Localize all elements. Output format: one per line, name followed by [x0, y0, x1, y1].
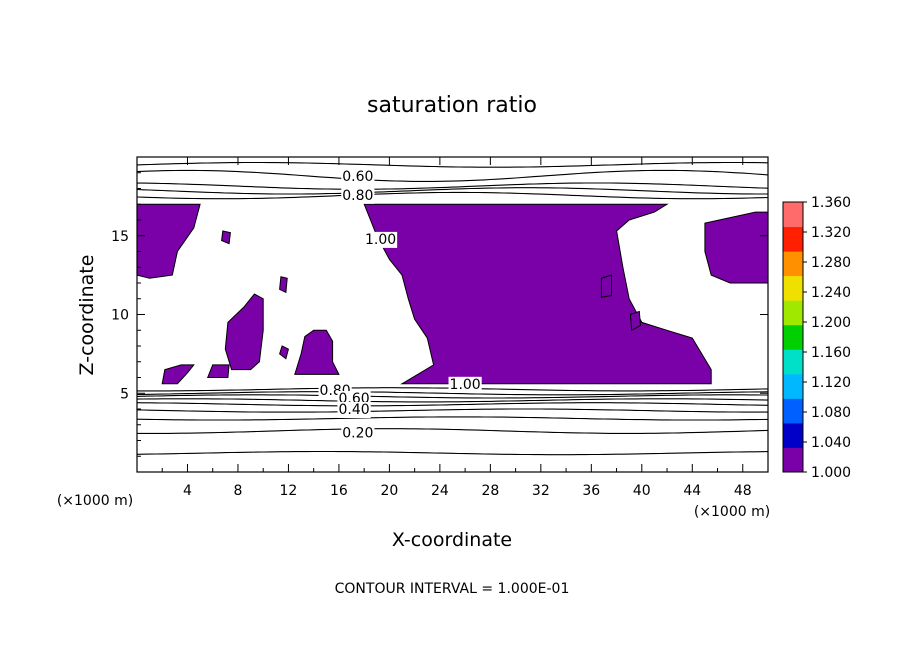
region-4	[224, 293, 264, 371]
contour-label-bg-7	[337, 402, 371, 418]
region-6	[161, 364, 195, 385]
contour-label-3: 1.00	[365, 232, 396, 248]
x-tick-label-40: 40	[633, 483, 651, 499]
x-tick-label-48: 48	[734, 483, 752, 499]
contour-lines	[137, 161, 768, 456]
region-3	[704, 211, 768, 284]
contour-label-bg-4	[448, 376, 482, 393]
x-axis-ticks: 4 8 12 16 20 24 28 32 36 40 44 48	[161, 157, 752, 499]
contour-label-7: 0.40	[338, 402, 369, 418]
region-11	[629, 310, 642, 332]
x-tick-label-28: 28	[481, 483, 499, 499]
colorbar-band-1	[783, 447, 803, 473]
contour-label-bg-2	[341, 187, 375, 204]
colorbar-band-6	[783, 324, 803, 350]
contour-line-3	[137, 182, 768, 190]
contour-line-14	[137, 450, 768, 456]
colorbar-band-5	[783, 349, 803, 375]
colorbar-label: 1.160	[811, 345, 851, 361]
colorbar-band-8	[783, 275, 803, 301]
contour-line-1	[137, 161, 768, 168]
contour-interval-note: CONTOUR INTERVAL = 1.000E-01	[335, 581, 570, 597]
region-12	[279, 345, 289, 360]
colorbar-label: 1.280	[811, 255, 851, 271]
region-5	[294, 329, 340, 375]
colorbar-label: 1.320	[811, 225, 851, 241]
contour-label-4: 1.00	[450, 377, 481, 393]
colorbar-label: 1.000	[811, 465, 851, 481]
x-tick-label-36: 36	[582, 483, 600, 499]
contour-line-11	[137, 408, 768, 413]
y-tick-label-15: 15	[111, 229, 129, 245]
contour-label-1: 0.60	[342, 169, 373, 185]
contour-label-2: 0.80	[342, 188, 373, 204]
colorbar-label: 1.200	[811, 315, 851, 331]
contour-label-bg-8	[341, 425, 375, 442]
contour-line-2	[137, 169, 768, 182]
x-tick-label-32: 32	[532, 483, 550, 499]
contour-line-7	[137, 391, 768, 396]
region-8	[279, 276, 288, 294]
colorbar-label: 1.120	[811, 375, 851, 391]
contour-line-4	[137, 187, 768, 195]
y-tick-label-5: 5	[120, 386, 129, 402]
x-tick-label-24: 24	[431, 483, 449, 499]
colorbar-band-10	[783, 226, 803, 252]
x-axis-label: X-coordinate	[392, 529, 512, 551]
colorbar-frame	[782, 201, 804, 473]
colorbar-label: 1.040	[811, 435, 851, 451]
colorbar-band-2	[783, 422, 803, 448]
colorbar-label: 1.080	[811, 405, 851, 421]
colorbar-label: 1.360	[811, 195, 851, 211]
contour-line-5	[137, 191, 768, 200]
colorbar-band-9	[783, 251, 803, 277]
colorbar-band-11	[783, 202, 803, 228]
colorbar-band-3	[783, 398, 803, 424]
region-1	[137, 203, 201, 279]
x-tick-label-20: 20	[380, 483, 398, 499]
x-tick-label-4: 4	[183, 483, 192, 499]
chart-title: saturation ratio	[367, 93, 537, 118]
colorbar-label: 1.240	[811, 285, 851, 301]
region-9	[221, 230, 231, 245]
region-7	[206, 364, 230, 378]
y-axis-ticks: 5 10 15	[111, 172, 768, 457]
y-tick-label-10: 10	[111, 308, 129, 324]
x-tick-label-8: 8	[233, 483, 242, 499]
contour-label-bg-1	[341, 168, 375, 185]
x-tick-label-44: 44	[683, 483, 701, 499]
x-tick-label-16: 16	[330, 483, 348, 499]
contour-line-10	[137, 402, 768, 407]
contour-label-8: 0.20	[342, 426, 373, 442]
colorbar-band-7	[783, 300, 803, 326]
contour-line-9	[137, 398, 768, 403]
region-10	[600, 274, 612, 298]
contour-line-12	[137, 416, 768, 421]
contour-line-8	[137, 394, 768, 399]
supersaturated-regions	[137, 203, 768, 385]
colorbar: 1.360 1.320 1.280 1.240 1.200 1.160 1.120 1.080…	[782, 195, 851, 481]
x-tick-label-12: 12	[280, 483, 298, 499]
y-axis-label: Z-coordinate	[76, 255, 98, 376]
contour-labels: 0.600.801.001.000.800.600.400.20	[318, 168, 482, 442]
contour-line-13	[137, 428, 768, 434]
region-2	[363, 203, 712, 385]
x-unit-right: (×1000 m)	[694, 504, 770, 520]
contour-label-bg-3	[363, 231, 398, 248]
x-unit-left: (×1000 m)	[57, 493, 133, 509]
colorbar-band-4	[783, 373, 803, 399]
